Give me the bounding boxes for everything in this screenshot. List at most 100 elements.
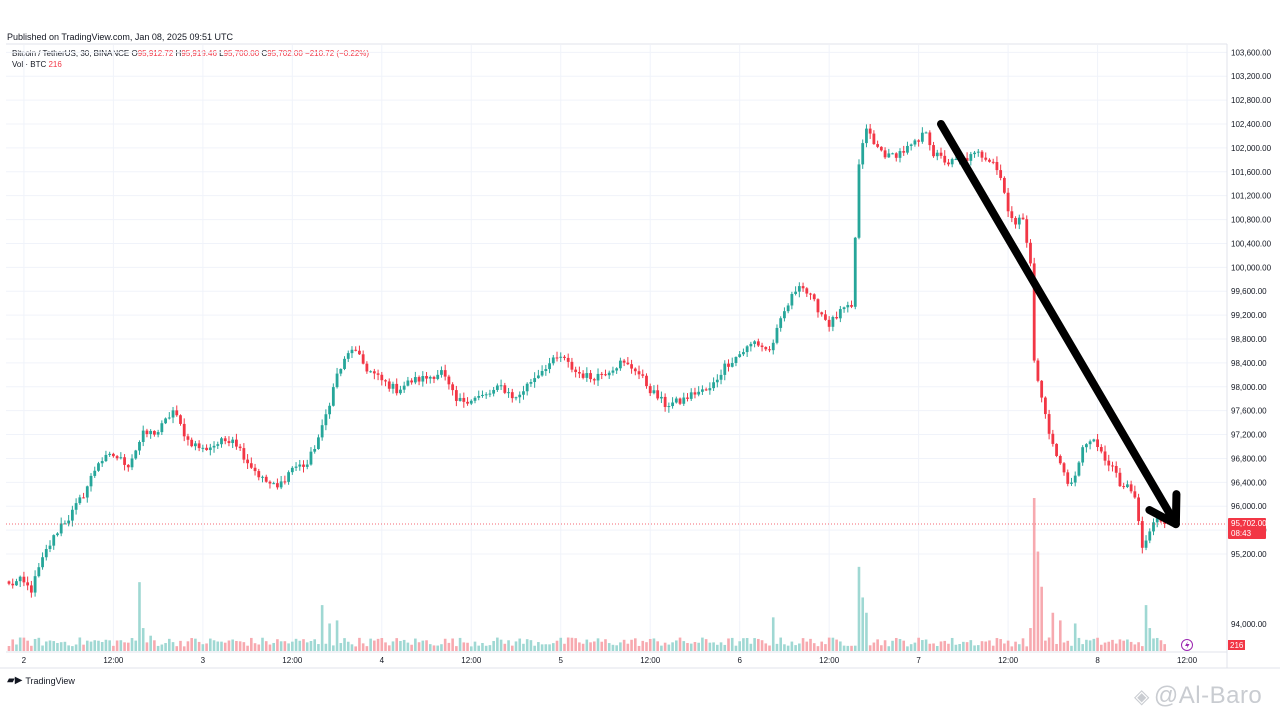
candle-body (876, 144, 880, 147)
candle-body (622, 360, 626, 363)
watermark-icon: ◈ (1134, 685, 1150, 708)
candle-body (555, 357, 559, 359)
candle-body (577, 372, 581, 374)
tradingview-logo-icon: ▰▶ (7, 675, 23, 686)
candle-body (999, 170, 1003, 178)
volume-bar (783, 644, 786, 651)
volume-bar (22, 637, 26, 651)
candle-body (447, 376, 451, 385)
volume-bar (645, 642, 648, 651)
candle-body (514, 397, 518, 399)
volume-bar (414, 638, 417, 651)
volume-bar (842, 645, 846, 651)
volume-bar (1081, 644, 1084, 651)
candle-body (935, 152, 939, 157)
volume-bar (458, 637, 462, 651)
candle-body (887, 153, 891, 158)
candle-body (596, 373, 600, 381)
volume-bar (264, 641, 268, 651)
candle-body (730, 363, 734, 367)
volume-bar (935, 645, 939, 651)
candle-body (898, 151, 902, 158)
candle-body (1088, 441, 1092, 445)
candle-body (268, 481, 272, 484)
candle-body (440, 370, 443, 375)
price-tick-label: 94,000.00 (1231, 620, 1267, 629)
candle-body (354, 349, 358, 351)
volume-bar (164, 643, 167, 651)
time-tick-label: 3 (201, 656, 206, 665)
price-tick-label: 103,600.00 (1231, 48, 1272, 57)
candle-body (111, 453, 115, 457)
volume-bar (481, 642, 484, 651)
candle-body (279, 481, 283, 488)
volume-bar (182, 646, 186, 651)
volume-bar (790, 641, 794, 651)
candle-body (380, 374, 384, 381)
volume-bar (917, 637, 920, 651)
volume-bar (831, 637, 835, 651)
volume-bar (78, 637, 82, 651)
candle-body (15, 581, 18, 586)
volume-bar (671, 642, 674, 651)
volume-bar (320, 605, 324, 651)
volume-bar (287, 643, 290, 651)
candle-body (600, 373, 604, 375)
candle-body (965, 158, 969, 161)
volume-bar (112, 645, 115, 651)
volume-bar (1006, 640, 1010, 651)
volume-bar (932, 643, 935, 651)
candle-body (1111, 465, 1114, 467)
volume-bar (1044, 640, 1047, 651)
close-label: C (261, 49, 268, 58)
volume-bar (216, 641, 220, 651)
candle-body (56, 533, 59, 536)
volume-bar (141, 628, 145, 651)
volume-bar (600, 641, 604, 651)
price-tick-label: 103,200.00 (1231, 72, 1272, 81)
candle-body (391, 383, 395, 389)
volume-bar (667, 644, 671, 651)
volume-bar (537, 642, 540, 651)
high-label: H (175, 49, 182, 58)
volume-bar (730, 637, 734, 651)
volume-bar (309, 640, 313, 651)
volume-bar (965, 642, 969, 651)
volume-bar (708, 642, 712, 651)
candle-body (868, 128, 872, 134)
candle-body (693, 392, 697, 395)
candle-body (827, 319, 831, 327)
volume-bar (1032, 498, 1036, 651)
volume-bar (376, 638, 380, 651)
volume-bar (421, 640, 425, 651)
price-tick-label: 98,000.00 (1231, 383, 1267, 392)
candle-body (365, 363, 369, 372)
volume-legend: Vol · BTC 216 (12, 60, 62, 69)
candle-body (283, 481, 287, 483)
candle-body (816, 299, 820, 313)
volume-bar (399, 641, 402, 651)
last-price-tag (1228, 518, 1266, 540)
volume-bar (518, 638, 522, 651)
volume-bar (425, 640, 428, 651)
candle-body (801, 286, 805, 289)
volume-bar (451, 638, 454, 651)
candle-body (160, 423, 164, 433)
volume-bar (503, 643, 507, 651)
candle-body (477, 396, 481, 398)
volume-bar (1051, 612, 1055, 651)
volume-bar (272, 642, 275, 651)
volume-bar (585, 639, 589, 651)
candle-body (954, 159, 958, 161)
tradingview-logo[interactable]: ▰▶ TradingView (7, 675, 75, 686)
volume-bar (443, 638, 447, 651)
last-price-label: 95,702.00 (1231, 519, 1267, 528)
volume-bar (697, 642, 700, 651)
candle-body (715, 379, 719, 383)
candle-body (1099, 447, 1103, 452)
volume-bar (962, 641, 965, 651)
volume-bar (514, 641, 518, 651)
volume-bar (201, 644, 205, 651)
volume-legend-label: Vol · BTC (12, 60, 47, 69)
